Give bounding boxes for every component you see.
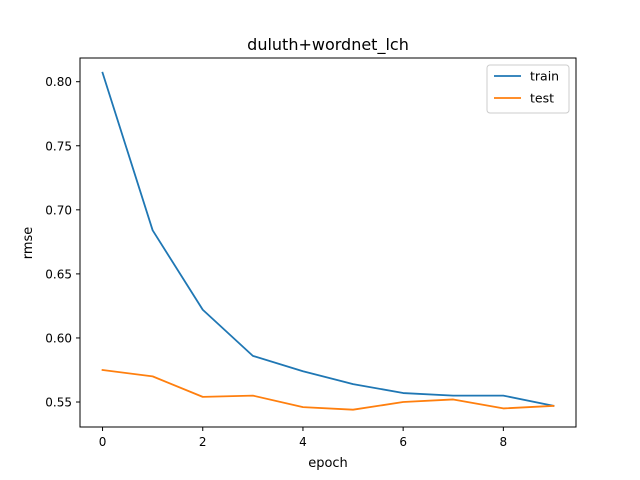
series-line-train (101, 71, 555, 407)
y-tick-label: 0.80 (45, 75, 72, 89)
x-tick-label: 6 (399, 435, 407, 449)
y-tick-label: 0.70 (45, 203, 72, 217)
plot-frame (79, 57, 577, 428)
x-tick-label: 2 (199, 435, 207, 449)
y-tick-label: 0.55 (45, 396, 72, 410)
legend-box (486, 64, 570, 114)
series-line-test (101, 368, 555, 411)
legend: train test (486, 64, 570, 114)
y-tick-label: 0.65 (45, 267, 72, 281)
chart-title: duluth+wordnet_lch (247, 35, 409, 55)
x-tick-label: 0 (99, 435, 107, 449)
x-tick-label: 4 (299, 435, 307, 449)
x-tick-label: 8 (500, 435, 508, 449)
legend-label-train: train (530, 69, 559, 84)
legend-label-test: test (530, 91, 554, 106)
x-axis-label: epoch (308, 456, 348, 471)
y-tick-label: 0.60 (45, 331, 72, 345)
y-axis-label: rmse (21, 227, 36, 260)
y-tick-label: 0.75 (45, 139, 72, 153)
